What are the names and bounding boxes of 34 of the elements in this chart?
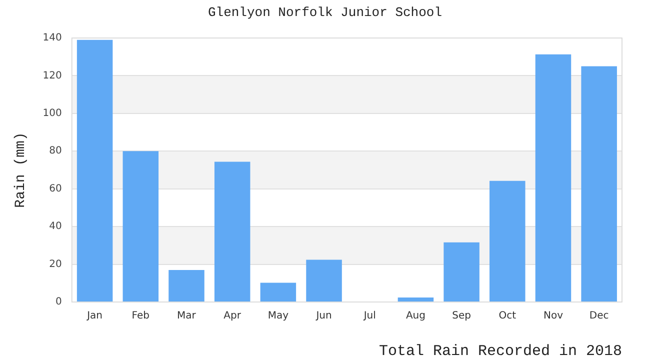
- y-tick-label: 140: [42, 32, 62, 44]
- text: Total Rain Recorded in 2018: [378, 343, 622, 360]
- x-tick-label: Feb: [132, 310, 150, 322]
- y-tick-label: 80: [49, 146, 62, 157]
- bar: [306, 260, 342, 302]
- x-tick-label: Jun: [315, 310, 332, 322]
- y-axis-title: Rain (mm): [13, 132, 30, 208]
- y-tick-label: 20: [49, 258, 62, 270]
- chart-title: Glenlyon Norfolk Junior School: [206, 5, 444, 20]
- bar: [260, 282, 296, 302]
- bar: [214, 162, 250, 302]
- y-tick-label: 40: [49, 221, 62, 232]
- x-tick-label: Oct: [498, 310, 516, 322]
- bar: [535, 54, 572, 302]
- bar: [581, 66, 617, 302]
- x-tick-label: Aug: [406, 310, 426, 322]
- y-tick-label: 120: [42, 70, 62, 82]
- y-tick-label: 0: [56, 296, 62, 308]
- y-tick-label: 100: [42, 108, 62, 120]
- x-tick-label: May: [268, 310, 289, 322]
- y-tick-label: 60: [49, 183, 62, 194]
- bar: [122, 151, 159, 302]
- x-tick-label: Apr: [224, 310, 242, 322]
- x-tick-label: Nov: [543, 310, 564, 322]
- x-tick-label: Jul: [362, 310, 376, 322]
- x-tick-label: Jan: [86, 310, 103, 322]
- x-tick-label: Dec: [589, 310, 609, 322]
- x-tick-label: Mar: [177, 310, 197, 322]
- bar: [76, 40, 113, 302]
- bar: [398, 297, 434, 302]
- x-tick-label: Sep: [452, 310, 471, 322]
- bar: [444, 242, 480, 302]
- bar: [168, 270, 204, 302]
- bar: [490, 180, 526, 302]
